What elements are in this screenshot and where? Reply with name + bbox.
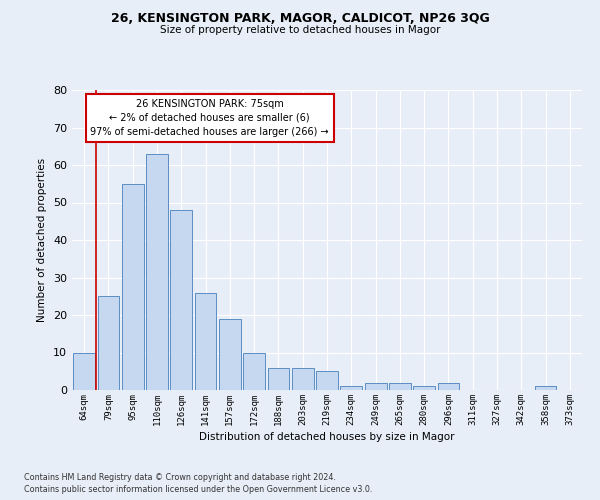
Bar [437, 382, 460, 390]
Bar [340, 386, 362, 390]
Bar [243, 352, 265, 390]
Bar [122, 184, 143, 390]
Bar [97, 296, 119, 390]
Bar [194, 292, 217, 390]
Bar [316, 371, 338, 390]
Text: Size of property relative to detached houses in Magor: Size of property relative to detached ho… [160, 25, 440, 35]
Text: Contains HM Land Registry data © Crown copyright and database right 2024.: Contains HM Land Registry data © Crown c… [24, 472, 336, 482]
Bar [73, 352, 95, 390]
Text: Distribution of detached houses by size in Magor: Distribution of detached houses by size … [199, 432, 455, 442]
Bar [170, 210, 192, 390]
Bar [146, 154, 168, 390]
Bar [413, 386, 435, 390]
Text: 26, KENSINGTON PARK, MAGOR, CALDICOT, NP26 3QG: 26, KENSINGTON PARK, MAGOR, CALDICOT, NP… [110, 12, 490, 26]
Bar [365, 382, 386, 390]
Y-axis label: Number of detached properties: Number of detached properties [37, 158, 47, 322]
Bar [535, 386, 556, 390]
Text: 26 KENSINGTON PARK: 75sqm
← 2% of detached houses are smaller (6)
97% of semi-de: 26 KENSINGTON PARK: 75sqm ← 2% of detach… [91, 99, 329, 137]
Bar [268, 368, 289, 390]
Bar [219, 319, 241, 390]
Text: Contains public sector information licensed under the Open Government Licence v3: Contains public sector information licen… [24, 485, 373, 494]
Bar [389, 382, 411, 390]
Bar [292, 368, 314, 390]
